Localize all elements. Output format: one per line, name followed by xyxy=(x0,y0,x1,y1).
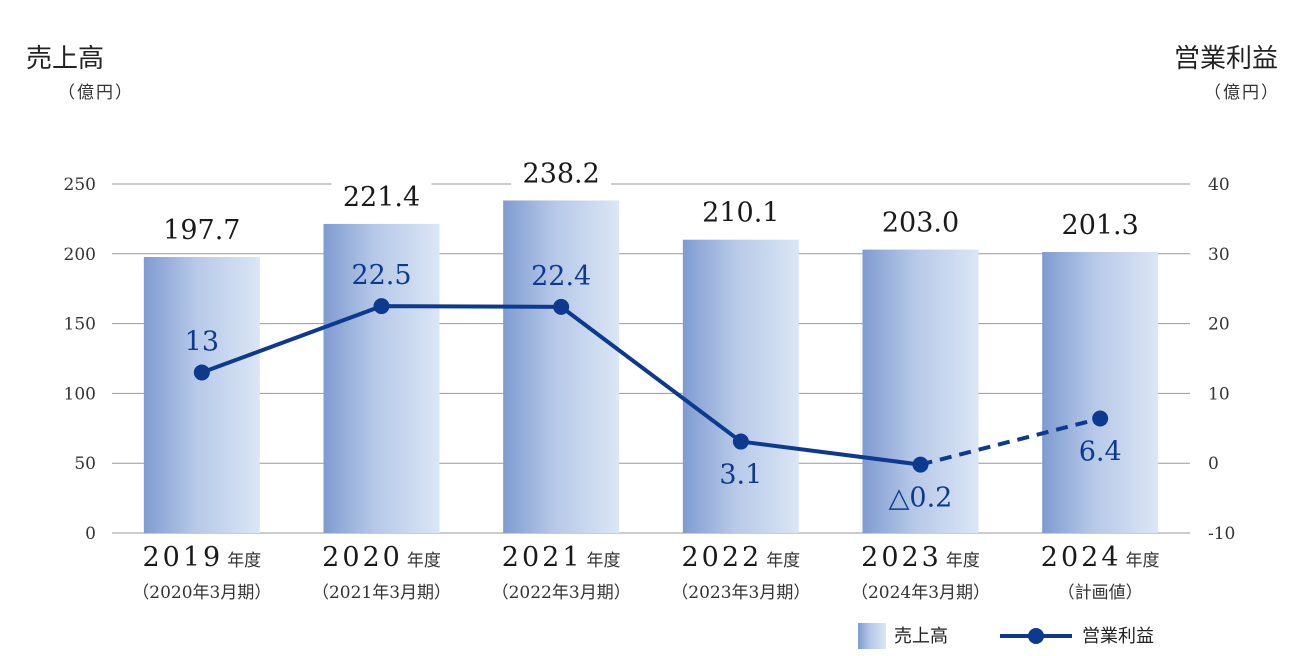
profit-point xyxy=(912,456,929,473)
right-tick-label: -10 xyxy=(1208,524,1235,544)
legend-line-label: 営業利益 xyxy=(1082,626,1154,647)
bar xyxy=(862,249,979,533)
category-label: 2021 年度 xyxy=(502,542,621,573)
profit-value-label: △0.2 xyxy=(889,483,953,514)
bar-label-backing xyxy=(870,203,971,238)
left-tick-label: 200 xyxy=(64,245,96,265)
right-tick-label: 20 xyxy=(1208,315,1230,335)
profit-point xyxy=(193,364,210,381)
bar-label-backing xyxy=(1050,205,1151,240)
category-label: 2022 年度 xyxy=(681,542,800,573)
bars xyxy=(143,200,1159,534)
category-sublabel: （2023年3月期） xyxy=(671,583,810,603)
left-tick-label: 150 xyxy=(64,315,96,335)
profit-value-label: 6.4 xyxy=(1079,437,1122,468)
bar-label-backing xyxy=(151,211,252,246)
bar-label-backing xyxy=(331,177,432,212)
left-tick-label: 50 xyxy=(74,454,96,474)
profit-line-dashed xyxy=(920,416,1101,467)
right-axis-unit: （億円） xyxy=(1204,83,1280,103)
bar-value-label: 197.7 xyxy=(163,215,240,246)
bar xyxy=(682,239,799,534)
right-tick-label: 40 xyxy=(1208,175,1230,195)
right-tick-label: 30 xyxy=(1208,245,1230,265)
left-tick-label: 250 xyxy=(64,175,96,195)
profit-value-label: 22.5 xyxy=(351,260,411,291)
bar xyxy=(1042,251,1159,533)
bar-label-backing xyxy=(690,193,791,228)
left-tick-label: 0 xyxy=(85,524,96,544)
bar xyxy=(143,257,260,533)
axes: 0 50 100 150 200 250 -10 0 10 20 30 40 2019 年度 （2020年3… xyxy=(64,175,1236,603)
bar-value-label: 201.3 xyxy=(1062,210,1139,241)
category-sublabel: （2024年3月期） xyxy=(851,583,990,603)
category-label: 2023 年度 xyxy=(861,542,980,573)
category-label: 2020 年度 xyxy=(322,542,441,573)
profit-value-label: 22.4 xyxy=(531,261,591,292)
gridlines xyxy=(112,183,1190,534)
category-sublabel: （2021年3月期） xyxy=(312,583,451,603)
bar-label-backing xyxy=(511,154,612,189)
right-axis-title: 営業利益 xyxy=(1173,44,1278,74)
category-sublabel: （2020年3月期） xyxy=(132,583,271,603)
profit-value-label: 13 xyxy=(185,326,219,357)
legend: 売上高 営業利益 xyxy=(858,623,1154,649)
left-tick-label: 100 xyxy=(64,384,96,404)
left-axis-title: 売上高 xyxy=(26,44,105,74)
bar-value-label: 203.0 xyxy=(882,208,959,239)
profit-point xyxy=(373,298,390,315)
profit-point xyxy=(553,298,570,315)
profit-point xyxy=(1092,410,1109,427)
category-sublabel: （2022年3月期） xyxy=(492,583,631,603)
right-tick-label: 0 xyxy=(1208,454,1219,474)
right-tick-label: 10 xyxy=(1208,384,1230,404)
bar xyxy=(503,200,620,534)
profit-value-label: 3.1 xyxy=(719,460,762,491)
category-sublabel: （計画値） xyxy=(1058,583,1143,603)
legend-line-marker xyxy=(1028,628,1044,644)
legend-bar-swatch xyxy=(858,623,886,649)
bar-value-label: 210.1 xyxy=(702,198,779,229)
category-label: 2024 年度 xyxy=(1041,542,1160,573)
profit-line xyxy=(193,298,1109,473)
bar xyxy=(323,223,440,533)
profit-point xyxy=(732,433,749,450)
left-axis-unit: （億円） xyxy=(58,83,134,103)
bar-value-label: 238.2 xyxy=(523,158,600,189)
bar-value-label: 221.4 xyxy=(343,182,420,213)
legend-bar-label: 売上高 xyxy=(894,626,948,647)
data-labels: 197.7 221.4 238.2 210.1 203.0 201.3 13 22.5 22.4… xyxy=(151,154,1151,514)
category-label: 2019 年度 xyxy=(142,542,261,573)
